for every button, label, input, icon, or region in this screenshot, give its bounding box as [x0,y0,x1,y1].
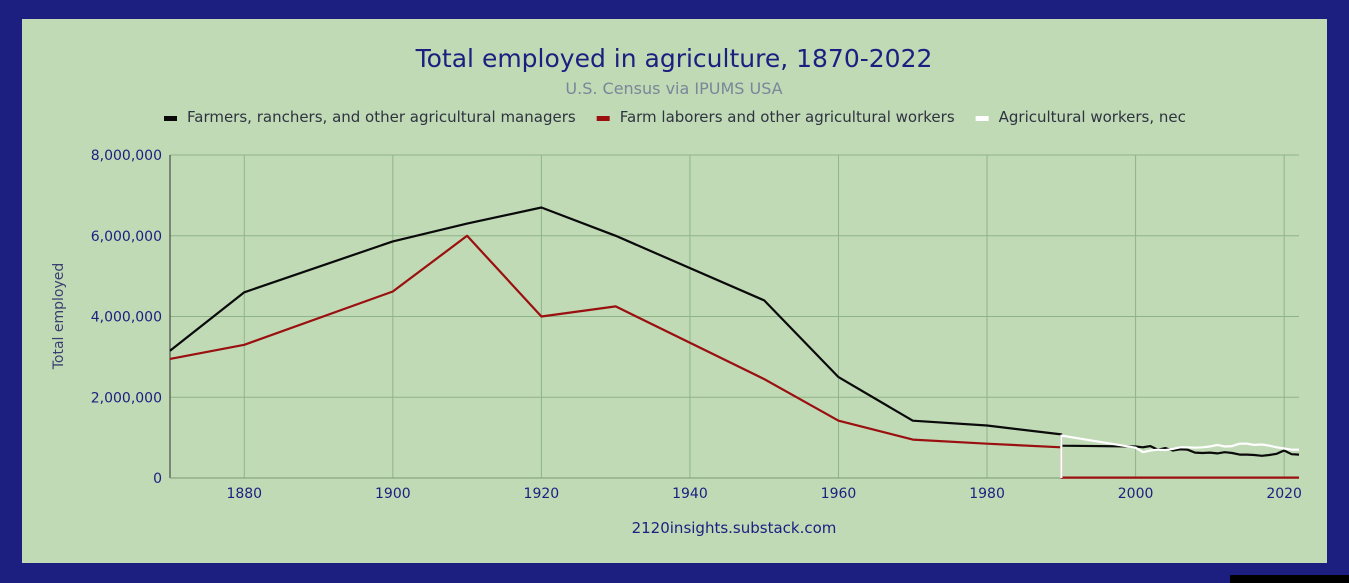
y-tick-label: 8,000,000 [91,148,162,164]
x-tick-label: 1960 [821,486,857,502]
x-tick-label: 1940 [672,486,708,502]
x-tick-label: 1880 [226,486,262,502]
chart-subtitle: U.S. Census via IPUMS USA [565,79,782,98]
x-tick-label: 1980 [969,486,1005,502]
legend-item-3: Agricultural workers, nec [975,108,1186,126]
legend-swatch [164,116,177,121]
legend-swatch [975,116,989,121]
x-tick-label: 1920 [524,486,560,502]
x-tick-label: 1900 [375,486,411,502]
corner-mark [1230,575,1349,583]
chart-svg: Total employed in agriculture, 1870-2022… [51,44,1302,537]
legend-item-2: Farm laborers and other agricultural wor… [596,108,955,126]
y-tick-label: 4,000,000 [91,310,162,326]
y-axis-label: Total employed [51,263,67,371]
legend-label: Farmers, ranchers, and other agricultura… [187,108,576,126]
y-tick-label: 2,000,000 [91,390,162,406]
x-tick-label: 2020 [1266,486,1302,502]
x-tick-label: 2000 [1118,486,1154,502]
chart-legend: Farmers, ranchers, and other agricultura… [164,108,1186,126]
chart-panel: Total employed in agriculture, 1870-2022… [22,19,1327,563]
series-line-1 [169,206,1300,457]
source-label: 2120insights.substack.com [632,519,837,537]
series-line-3 [1060,434,1299,478]
legend-swatch [596,116,610,121]
chart-grid [170,154,1299,478]
chart-axes: 0 2,000,000 4,000,000 6,000,000 8,000,000 188… [91,148,1302,502]
legend-label: Farm laborers and other agricultural wor… [620,108,955,126]
legend-item-1: Farmers, ranchers, and other agricultura… [164,108,576,126]
chart-title: Total employed in agriculture, 1870-2022 [415,44,933,73]
y-tick-label: 0 [153,471,162,487]
series-line-2 [169,234,1299,479]
series-layer [169,206,1300,479]
legend-label: Agricultural workers, nec [999,108,1186,126]
y-tick-label: 6,000,000 [91,229,162,245]
